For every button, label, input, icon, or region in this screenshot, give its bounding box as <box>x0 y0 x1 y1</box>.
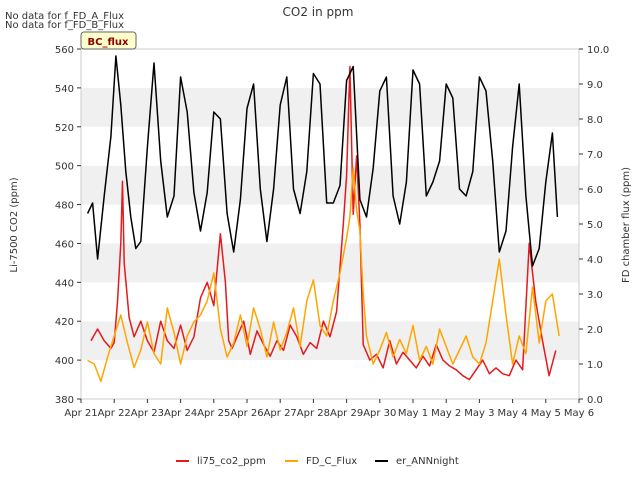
x-tick-label: Apr 28 <box>297 408 330 419</box>
x-tick-label: Apr 22 <box>98 408 131 419</box>
grid-band <box>81 126 579 166</box>
site-label-box <box>80 31 137 50</box>
y-tick-label-right: 7.0 <box>587 150 603 161</box>
y-axis-label-right: FD chamber flux (ppm) <box>621 167 632 283</box>
legend-label-li75_co2_ppm: li75_co2_ppm <box>197 456 266 467</box>
y-tick-label-left: 560 <box>55 45 74 56</box>
grid-band <box>81 87 579 127</box>
x-tick-label: May 6 <box>564 408 594 419</box>
x-tick-label: Apr 29 <box>330 408 363 419</box>
y-tick-label-right: 1.0 <box>587 360 603 371</box>
y-tick-label-right: 10.0 <box>587 45 609 56</box>
x-tick-label: May 2 <box>431 408 461 419</box>
y-tick-label-left: 480 <box>55 201 74 212</box>
x-tick-label: May 5 <box>531 408 561 419</box>
site-label: BC_flux <box>88 37 129 48</box>
y-tick-label-right: 4.0 <box>587 255 603 266</box>
note-b: No data for f_FD_B_Flux <box>5 20 124 31</box>
y-tick-label-left: 540 <box>55 84 74 95</box>
y-axis-label-left: Li-7500 CO2 (ppm) <box>9 177 20 272</box>
legend-label-er_ANNnight: er_ANNnight <box>396 456 459 467</box>
y-tick-label-right: 5.0 <box>587 220 603 231</box>
note-a: No data for f_FD_A_Flux <box>5 11 124 22</box>
y-tick-label-right: 8.0 <box>587 115 603 126</box>
legend: li75_co2_ppm FD_C_Flux er_ANNnight <box>176 456 459 467</box>
y-tick-label-left: 420 <box>55 317 74 328</box>
grid-band <box>81 321 579 361</box>
x-tick-label: May 1 <box>398 408 428 419</box>
y-tick-label-right: 2.0 <box>587 325 603 336</box>
x-tick-label: Apr 24 <box>164 408 197 419</box>
legend-label-FD_C_Flux: FD_C_Flux <box>306 456 357 467</box>
grid-band <box>81 165 579 205</box>
grid-band <box>81 49 579 88</box>
x-tick-label: May 4 <box>497 408 527 419</box>
grid-band <box>81 360 579 399</box>
x-tick-label: Apr 30 <box>363 408 396 419</box>
x-tick-label: Apr 23 <box>131 408 164 419</box>
chart-title: CO2 in ppm <box>283 5 354 19</box>
x-tick-label: Apr 21 <box>64 408 97 419</box>
series-line-er_ANNnight <box>86 55 559 267</box>
y-tick-label-left: 520 <box>55 123 74 134</box>
x-tick-label: Apr 27 <box>264 408 297 419</box>
x-tick-label: Apr 26 <box>230 408 263 419</box>
y-tick-label-left: 400 <box>55 356 74 367</box>
x-tick-label: Apr 25 <box>197 408 230 419</box>
y-tick-label-right: 0.0 <box>587 395 603 406</box>
y-tick-label-right: 6.0 <box>587 185 603 196</box>
y-tick-label-left: 440 <box>55 278 74 289</box>
y-tick-label-left: 500 <box>55 162 74 173</box>
x-tick-label: May 3 <box>464 408 494 419</box>
y-tick-label-right: 9.0 <box>587 80 603 91</box>
series-line-FD_C_Flux <box>87 167 560 383</box>
y-tick-label-right: 3.0 <box>587 290 603 301</box>
y-tick-label-left: 380 <box>55 395 74 406</box>
y-tick-label-left: 460 <box>55 239 74 250</box>
grid-band <box>81 243 579 283</box>
